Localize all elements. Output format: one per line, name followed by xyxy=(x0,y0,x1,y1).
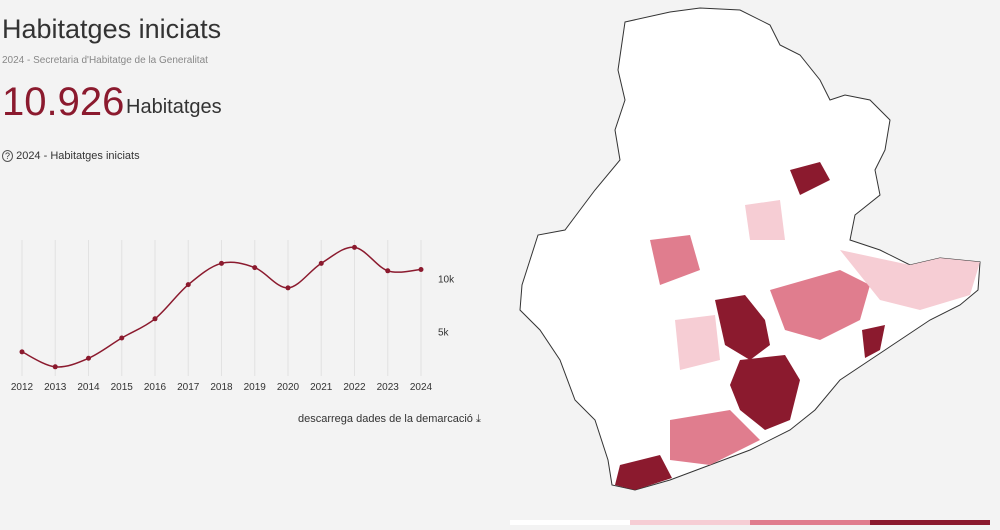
source: 2024 - Secretaria d'Habitatge de la Gene… xyxy=(2,55,208,66)
point xyxy=(19,349,25,355)
point xyxy=(52,364,58,370)
x-tick-label: 2015 xyxy=(111,382,134,393)
point xyxy=(385,268,391,274)
x-tick-label: 2022 xyxy=(343,382,366,393)
point xyxy=(418,266,424,272)
map xyxy=(510,7,990,525)
municipality xyxy=(670,410,760,465)
point xyxy=(352,244,357,250)
help-icon[interactable]: ? xyxy=(2,150,14,162)
municipality xyxy=(840,250,980,310)
x-tick-label: 2014 xyxy=(77,382,100,393)
unit: Habitatges xyxy=(126,96,222,118)
x-tick-label: 2019 xyxy=(244,382,267,393)
big-number: 10.926 xyxy=(2,80,125,124)
chart-caption: ? 2024 - Habitatges iniciats xyxy=(2,150,140,162)
municipality xyxy=(650,235,700,285)
municipality xyxy=(675,315,720,370)
municipality xyxy=(862,325,885,358)
point xyxy=(119,335,125,341)
municipality xyxy=(615,455,672,490)
x-tick-label: 2012 xyxy=(11,382,34,393)
y-tick-label: 10k xyxy=(438,274,455,285)
point xyxy=(86,355,91,361)
point xyxy=(219,260,224,266)
point xyxy=(318,260,324,266)
municipality xyxy=(745,200,785,240)
line-chart: 5k 10k 2012 2013 2014 2015 2016 2017 2018 2019 202… xyxy=(11,240,455,393)
municipality xyxy=(790,162,830,195)
municipality xyxy=(730,355,800,430)
x-tick-label: 2013 xyxy=(44,382,67,393)
point xyxy=(185,282,191,288)
x-tick-label: 2020 xyxy=(277,382,300,393)
municipality xyxy=(770,270,870,340)
legend-swatch xyxy=(870,520,990,525)
x-tick-label: 2023 xyxy=(377,382,400,393)
point xyxy=(152,316,158,322)
x-tick-label: 2021 xyxy=(310,382,333,393)
caption-text: 2024 - Habitatges iniciats xyxy=(16,150,140,162)
download-text: descarrega dades de la demarcació xyxy=(298,413,473,425)
download-icon: ⤓ xyxy=(475,413,481,425)
x-tick-label: 2018 xyxy=(210,382,233,393)
title: Habitatges iniciats xyxy=(2,14,222,44)
municipality xyxy=(715,295,770,360)
x-tick-label: 2024 xyxy=(410,382,433,393)
legend-swatch xyxy=(750,520,870,525)
point xyxy=(285,285,291,291)
x-tick-label: 2017 xyxy=(177,382,200,393)
point xyxy=(252,265,258,271)
y-tick-label: 5k xyxy=(438,328,450,339)
region-outline xyxy=(519,7,981,491)
x-tick-label: 2016 xyxy=(144,382,167,393)
legend-swatch xyxy=(510,520,630,525)
download-link[interactable]: descarrega dades de la demarcació ⤓ xyxy=(298,413,481,426)
legend-swatch xyxy=(630,520,750,525)
